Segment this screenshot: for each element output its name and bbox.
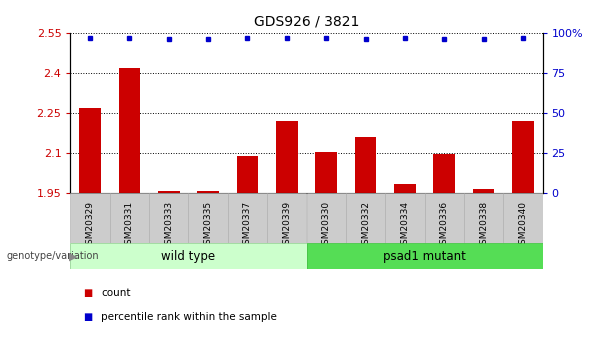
Text: ■: ■	[83, 313, 92, 322]
Text: GSM20336: GSM20336	[440, 201, 449, 250]
Text: GSM20331: GSM20331	[125, 201, 134, 250]
Bar	[110, 193, 149, 243]
Text: GSM20338: GSM20338	[479, 201, 488, 250]
Text: GSM20329: GSM20329	[86, 201, 94, 250]
Text: GSM20333: GSM20333	[164, 201, 173, 250]
Text: ▶: ▶	[69, 251, 78, 261]
Text: percentile rank within the sample: percentile rank within the sample	[101, 313, 277, 322]
Text: count: count	[101, 288, 131, 298]
Text: GSM20340: GSM20340	[519, 201, 527, 250]
Text: GSM20335: GSM20335	[204, 201, 213, 250]
Bar	[503, 193, 543, 243]
Bar	[228, 193, 267, 243]
Bar	[119, 68, 140, 193]
Text: GSM20330: GSM20330	[322, 201, 330, 250]
Text: GSM20334: GSM20334	[400, 201, 409, 250]
Bar	[473, 189, 494, 193]
Text: GSM20339: GSM20339	[283, 201, 291, 250]
Bar	[149, 193, 189, 243]
Bar	[189, 193, 228, 243]
Bar	[306, 193, 346, 243]
Bar	[237, 156, 258, 193]
Bar	[306, 243, 543, 269]
Title: GDS926 / 3821: GDS926 / 3821	[254, 15, 359, 29]
Bar	[267, 193, 306, 243]
Bar	[276, 121, 298, 193]
Bar	[158, 191, 180, 193]
Bar	[70, 193, 110, 243]
Bar	[355, 137, 376, 193]
Text: GSM20332: GSM20332	[361, 201, 370, 250]
Bar	[394, 184, 416, 193]
Text: GSM20337: GSM20337	[243, 201, 252, 250]
Text: wild type: wild type	[161, 250, 216, 263]
Bar	[79, 108, 101, 193]
Bar	[346, 193, 385, 243]
Bar	[464, 193, 503, 243]
Bar	[197, 191, 219, 193]
Text: genotype/variation: genotype/variation	[6, 251, 99, 261]
Text: ■: ■	[83, 288, 92, 298]
Bar	[433, 155, 455, 193]
Bar	[315, 152, 337, 193]
Bar	[424, 193, 464, 243]
Text: psad1 mutant: psad1 mutant	[383, 250, 466, 263]
Bar	[512, 121, 534, 193]
Bar	[385, 193, 424, 243]
Bar	[70, 243, 306, 269]
